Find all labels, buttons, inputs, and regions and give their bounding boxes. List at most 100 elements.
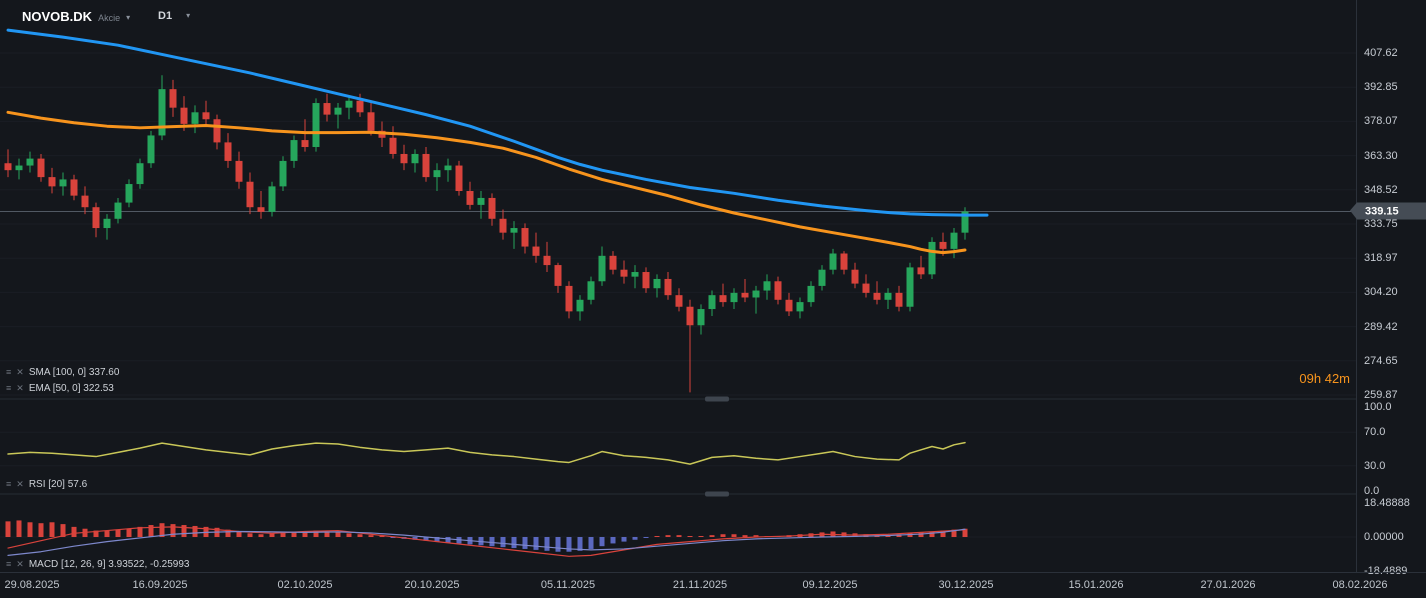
time-axis-label: 27.01.2026 <box>1200 579 1256 591</box>
candle-body <box>158 89 166 136</box>
macd-histogram-bar <box>445 537 451 543</box>
pane-resize-handle[interactable] <box>705 491 729 497</box>
axis-label: 318.97 <box>1364 252 1398 265</box>
candle-body <box>939 241 947 249</box>
axis-label: 304.20 <box>1364 286 1398 299</box>
axis-label: 289.42 <box>1364 320 1398 333</box>
current-price-value: 339.15 <box>1365 205 1399 218</box>
macd-histogram-bar <box>324 531 330 537</box>
macd-histogram-bar <box>170 524 176 537</box>
candle-body <box>818 269 826 286</box>
candle-body <box>917 267 925 275</box>
candle-body <box>840 253 848 270</box>
candle-body <box>411 153 419 164</box>
macd-histogram-bar <box>577 537 583 551</box>
time-axis-label: 29.08.2025 <box>4 579 60 591</box>
candle-body <box>642 272 650 289</box>
macd-histogram-bar <box>654 536 660 537</box>
macd-histogram-bar <box>698 536 704 537</box>
candle-body <box>829 253 837 270</box>
candle-body <box>697 309 705 326</box>
candle-body <box>235 160 243 182</box>
candle-body <box>92 207 100 229</box>
axis-label: 70.0 <box>1364 426 1386 439</box>
indicator-menu-icon[interactable]: ≡ <box>6 559 12 569</box>
indicator-remove-icon[interactable]: ✕ <box>16 559 24 569</box>
macd-histogram-bar <box>599 537 605 547</box>
axis-label: -18.4889 <box>1364 565 1408 578</box>
candle-body <box>70 179 78 196</box>
indicator-menu-icon[interactable]: ≡ <box>6 479 12 489</box>
macd-histogram-bar <box>588 537 594 549</box>
candle-body <box>664 278 672 296</box>
time-axis-label: 16.09.2025 <box>132 579 188 591</box>
chart-header: NOVOB.DK Akcie ▾ D1 ▾ <box>0 0 400 34</box>
chevron-down-icon: ▾ <box>126 13 131 22</box>
macd-histogram-bar <box>335 532 341 537</box>
candle-body <box>444 165 452 171</box>
legend-ema: ≡ ✕ EMA [50, 0] 322.53 <box>6 382 114 395</box>
macd-histogram-bar <box>753 535 759 537</box>
macd-histogram-bar <box>38 523 44 537</box>
candle-body <box>686 306 694 326</box>
indicator-remove-icon[interactable]: ✕ <box>16 383 24 393</box>
candle-body <box>125 184 133 203</box>
axis-label: 363.30 <box>1364 149 1398 162</box>
time-axis-label: 09.12.2025 <box>802 579 858 591</box>
sma-line <box>6 28 989 217</box>
time-axis-label: 20.10.2025 <box>404 579 460 591</box>
macd-histogram-bar <box>137 526 143 537</box>
axis-label: 348.52 <box>1364 183 1398 196</box>
candle-body <box>356 100 364 113</box>
time-axis-label: 08.02.2026 <box>1332 579 1388 591</box>
candle-body <box>576 299 584 312</box>
candle-body <box>653 278 661 289</box>
macd-histogram-bar <box>93 530 99 537</box>
macd-histogram-bar <box>621 537 627 542</box>
candle-body <box>543 255 551 266</box>
macd-histogram-bar <box>71 526 77 537</box>
candle-body <box>59 179 67 187</box>
candle-body <box>37 158 45 178</box>
candle-body <box>15 165 23 171</box>
chart-canvas[interactable] <box>0 0 1356 572</box>
legend-rsi: ≡ ✕ RSI [20] 57.6 <box>6 478 87 491</box>
indicator-label: MACD [12, 26, 9] 3.93522, -0.25993 <box>28 559 190 570</box>
time-axis-label: 30.12.2025 <box>938 579 994 591</box>
macd-signal-line <box>7 528 966 557</box>
pane-resize-handle[interactable] <box>705 396 729 402</box>
macd-histogram-bar <box>159 523 165 537</box>
candle-body <box>675 295 683 307</box>
indicator-remove-icon[interactable]: ✕ <box>16 367 24 377</box>
time-axis[interactable]: 29.08.2025 16.09.2025 02.10.2025 20.10.2025… <box>0 572 1426 598</box>
symbol-selector[interactable]: NOVOB.DK Akcie ▾ <box>22 9 130 24</box>
price-axis[interactable]: 407.62 392.85 378.07 363.30 348.52 333.75 318.… <box>1356 0 1426 577</box>
indicator-menu-icon[interactable]: ≡ <box>6 383 12 393</box>
candle-body <box>862 283 870 293</box>
candle-body <box>708 295 716 310</box>
candle-body <box>928 241 936 275</box>
indicator-remove-icon[interactable]: ✕ <box>16 479 24 489</box>
candle-body <box>81 195 89 208</box>
indicator-menu-icon[interactable]: ≡ <box>6 367 12 377</box>
candle-body <box>609 255 617 270</box>
macd-histogram-bar <box>225 529 231 537</box>
candle-body <box>147 135 155 164</box>
macd-histogram-bar <box>423 537 429 541</box>
macd-histogram-bar <box>489 537 495 547</box>
candle-body <box>180 107 188 124</box>
rsi-line <box>7 441 966 465</box>
candle-body <box>389 137 397 154</box>
axis-label: 407.62 <box>1364 47 1398 59</box>
candle-body <box>455 165 463 192</box>
macd-histogram-bar <box>929 531 935 537</box>
candle-body <box>400 153 408 164</box>
indicator-label: EMA [50, 0] 322.53 <box>28 383 114 394</box>
candle-body <box>191 112 199 124</box>
axis-label: 378.07 <box>1364 115 1398 128</box>
macd-histogram-bar <box>533 537 539 550</box>
timeframe-selector[interactable]: D1 ▾ <box>158 10 190 22</box>
candle-body <box>620 269 628 277</box>
macd-histogram-bar <box>258 534 264 537</box>
chevron-down-icon: ▾ <box>186 11 191 20</box>
